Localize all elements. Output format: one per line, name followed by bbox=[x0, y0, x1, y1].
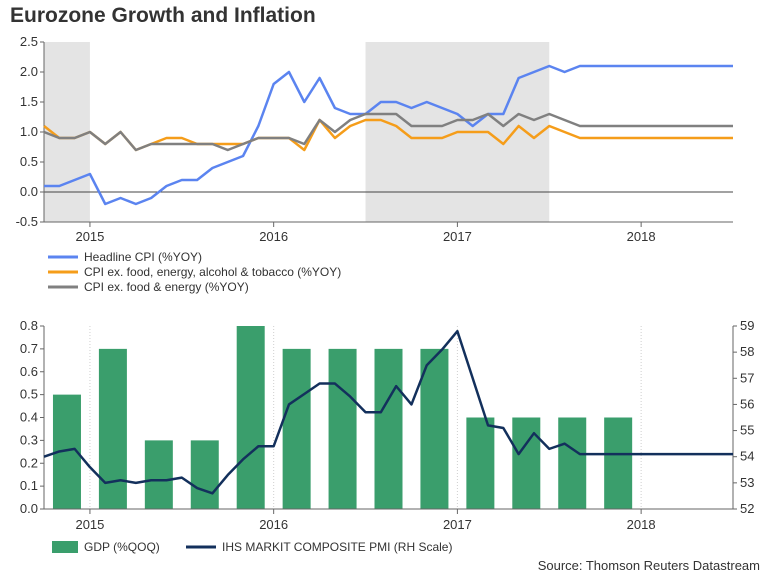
y-tick-label: 0.5 bbox=[20, 154, 38, 169]
cpi-ex-food-energy-alcohol-tobacco-line bbox=[43, 118, 733, 152]
gdp-bar bbox=[236, 326, 265, 509]
y2-tick-label: 58 bbox=[740, 344, 754, 359]
y-tick-label: 2.5 bbox=[20, 34, 38, 49]
top-legend: Headline CPI (%YOY)CPI ex. food, energy,… bbox=[48, 250, 341, 294]
gdp-bar bbox=[190, 440, 219, 509]
bottom-legend: GDP (%QOQ) IHS MARKIT COMPOSITE PMI (RH S… bbox=[52, 540, 452, 554]
gdp-bar bbox=[144, 440, 173, 509]
x-tick-label: 2015 bbox=[75, 229, 104, 244]
x-tick-label: 2015 bbox=[75, 517, 104, 532]
bottom-chart: 0.8 0.7 0.6 0.5 0.4 0.3 0.2 0.1 0.0 59 58 57 56 55 54 5… bbox=[20, 318, 755, 532]
gdp-bar bbox=[512, 417, 541, 509]
y-tick-label: 2.0 bbox=[20, 64, 38, 79]
y-tick-label: 1.5 bbox=[20, 94, 38, 109]
gdp-bar bbox=[420, 348, 449, 509]
y-tick-label: 0.7 bbox=[20, 341, 38, 356]
source-note: Source: Thomson Reuters Datastream bbox=[538, 558, 760, 573]
y2-tick-label: 52 bbox=[740, 501, 754, 516]
y-tick-label: 1.0 bbox=[20, 124, 38, 139]
x-tick-label: 2017 bbox=[443, 229, 472, 244]
y-tick-label: 0.6 bbox=[20, 364, 38, 379]
legend-label: GDP (%QOQ) bbox=[84, 540, 160, 554]
y-tick-label: 0.2 bbox=[20, 455, 38, 470]
y-tick-label: 0.0 bbox=[20, 501, 38, 516]
cpi-ex-food-energy-line bbox=[43, 112, 733, 152]
pmi-line bbox=[43, 329, 733, 495]
gdp-bar bbox=[604, 417, 633, 509]
gdp-bar bbox=[374, 348, 403, 509]
y-tick-label: 0.4 bbox=[20, 410, 38, 425]
top-chart: 2.5 2.0 1.5 1.0 0.5 0.0 -0.5 2015 2016 2017 2018 bbox=[16, 34, 733, 244]
y2-tick-label: 55 bbox=[740, 423, 754, 438]
y2-tick-label: 56 bbox=[740, 396, 754, 411]
chart-title: Eurozone Growth and Inflation bbox=[10, 4, 316, 27]
gdp-bar bbox=[328, 348, 357, 509]
y-tick-label: 0.5 bbox=[20, 387, 38, 402]
gdp-bar bbox=[98, 348, 127, 509]
legend-label: Headline CPI (%YOY) bbox=[84, 250, 202, 264]
y-tick-label: -0.5 bbox=[16, 214, 38, 229]
y-tick-label: 0.3 bbox=[20, 432, 38, 447]
legend-swatch-gdp bbox=[52, 541, 78, 553]
y2-tick-label: 54 bbox=[740, 449, 754, 464]
x-tick-label: 2018 bbox=[627, 517, 656, 532]
y2-tick-label: 57 bbox=[740, 370, 754, 385]
x-tick-label: 2016 bbox=[259, 517, 288, 532]
y-tick-label: 0.1 bbox=[20, 478, 38, 493]
legend-label: CPI ex. food, energy, alcohol & tobacco … bbox=[84, 265, 341, 279]
x-tick-label: 2016 bbox=[259, 229, 288, 244]
y2-tick-label: 59 bbox=[740, 318, 754, 333]
x-tick-label: 2018 bbox=[627, 229, 656, 244]
legend-label: CPI ex. food & energy (%YOY) bbox=[84, 280, 249, 294]
y2-tick-label: 53 bbox=[740, 475, 754, 490]
gdp-bar bbox=[282, 348, 311, 509]
y-tick-label: 0.8 bbox=[20, 318, 38, 333]
headline-cpi-line bbox=[44, 64, 733, 206]
y-tick-label: 0.0 bbox=[20, 184, 38, 199]
legend-label: IHS MARKIT COMPOSITE PMI (RH Scale) bbox=[222, 540, 452, 554]
gdp-bar bbox=[466, 417, 495, 509]
gdp-bar bbox=[558, 417, 587, 509]
x-tick-label: 2017 bbox=[443, 517, 472, 532]
